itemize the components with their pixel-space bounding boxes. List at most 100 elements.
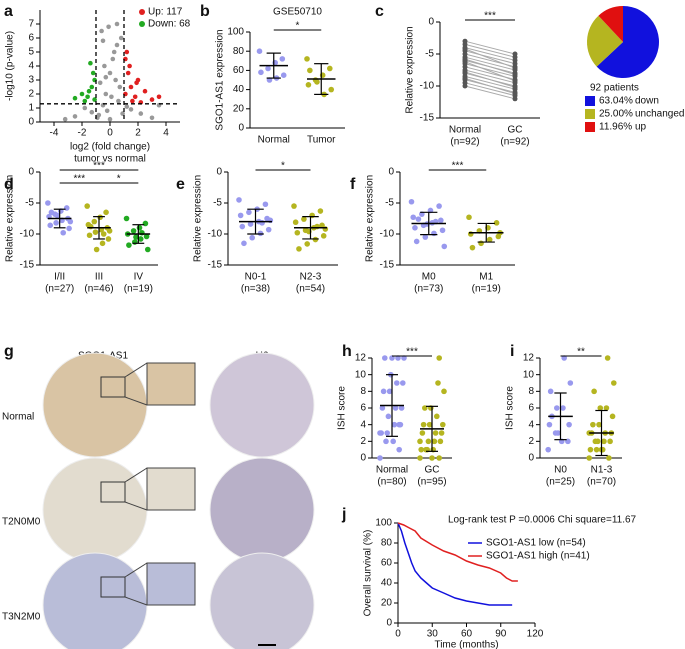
point [431,438,438,445]
pair-line [464,43,516,58]
point [436,355,443,361]
point [611,380,617,386]
point [417,438,423,445]
point [106,228,113,234]
point [462,56,468,62]
x-tick-label: -2 [78,128,87,139]
y-tick-label: -10 [420,81,435,92]
point [86,232,93,239]
point [420,421,427,428]
point [389,355,395,361]
point [60,229,67,236]
pie-slice [598,6,623,42]
point [314,79,320,85]
y-tick-label: 4 [28,61,34,72]
point [131,239,138,245]
point [380,388,387,395]
point [415,216,422,222]
y-tick-label: 0 [216,167,222,178]
tissue-core [209,457,315,563]
zoom-inset [146,562,196,606]
x-category-note: (n=38) [241,284,270,295]
y-tick-label: 2 [28,89,34,100]
point [265,65,271,72]
point [603,405,610,411]
x-category-note: (n=92) [500,137,529,148]
point [320,233,327,239]
point [512,65,518,71]
legend-swatch [585,109,595,119]
point [92,97,97,102]
point [596,421,602,428]
y-axis-label: Overall survival (%) [363,530,374,617]
y-axis-label: SGO1-AS1 expression [215,29,226,130]
y-tick-label: 5 [28,47,34,58]
point [90,70,96,76]
panel-letter: i [510,343,514,360]
point [462,83,468,89]
pair-line [464,85,516,100]
point [88,60,93,66]
point [395,355,401,361]
point [394,380,400,386]
point [383,438,389,445]
point [396,421,403,428]
y-tick-label: -5 [425,49,434,60]
point [429,455,435,461]
x-tick-label: 30 [427,629,439,640]
point [432,430,439,436]
panel-letter: c [375,3,384,20]
pie-slice [596,6,659,78]
point [53,220,59,226]
y-tick-label: 100 [375,518,392,529]
y-tick-label: 10 [355,369,367,380]
legend-marker [139,9,145,15]
zoom-box [100,376,126,398]
zoom-connector [124,467,148,483]
y-tick-label: 12 [523,353,535,364]
point [54,212,61,219]
point [114,42,120,48]
point [408,198,415,205]
point [149,97,155,102]
point [291,203,297,209]
point [398,405,405,411]
point [462,69,468,75]
panel-letter: g [4,343,14,360]
y-tick-label: -15 [380,260,395,271]
significance-label: *** [452,161,464,172]
point [279,56,286,62]
x-category-label: I/II [54,272,65,283]
point [262,201,269,208]
point [109,94,114,100]
point [256,48,263,54]
legend-swatch [585,122,595,132]
point [105,236,112,242]
y-tick-label: 80 [381,538,393,549]
tissue-core [209,352,315,458]
panel-letter: e [176,176,185,193]
point [67,218,74,225]
y-tick-label: 3 [28,75,34,86]
point [512,91,518,97]
pair-line [464,75,516,90]
point [107,70,113,76]
annotation: Log-rank test P =0.0006 Chi square=11.67 [448,515,637,526]
zoom-connector [124,362,148,378]
significance-label: *** [93,161,105,172]
point [512,96,518,102]
zoom-connector [124,501,148,511]
point [257,230,264,237]
x-tick-label: 0 [107,128,113,139]
point [586,455,592,461]
zoom-connector [124,396,148,406]
point [93,246,100,253]
x-category-note: (n=25) [546,477,575,488]
point [417,455,423,461]
point [120,111,125,116]
tissue-core [42,552,148,649]
point [422,234,429,240]
x-tick-label: 60 [461,629,473,640]
tissue-core [209,552,315,649]
y-tick-label: -15 [208,260,223,271]
